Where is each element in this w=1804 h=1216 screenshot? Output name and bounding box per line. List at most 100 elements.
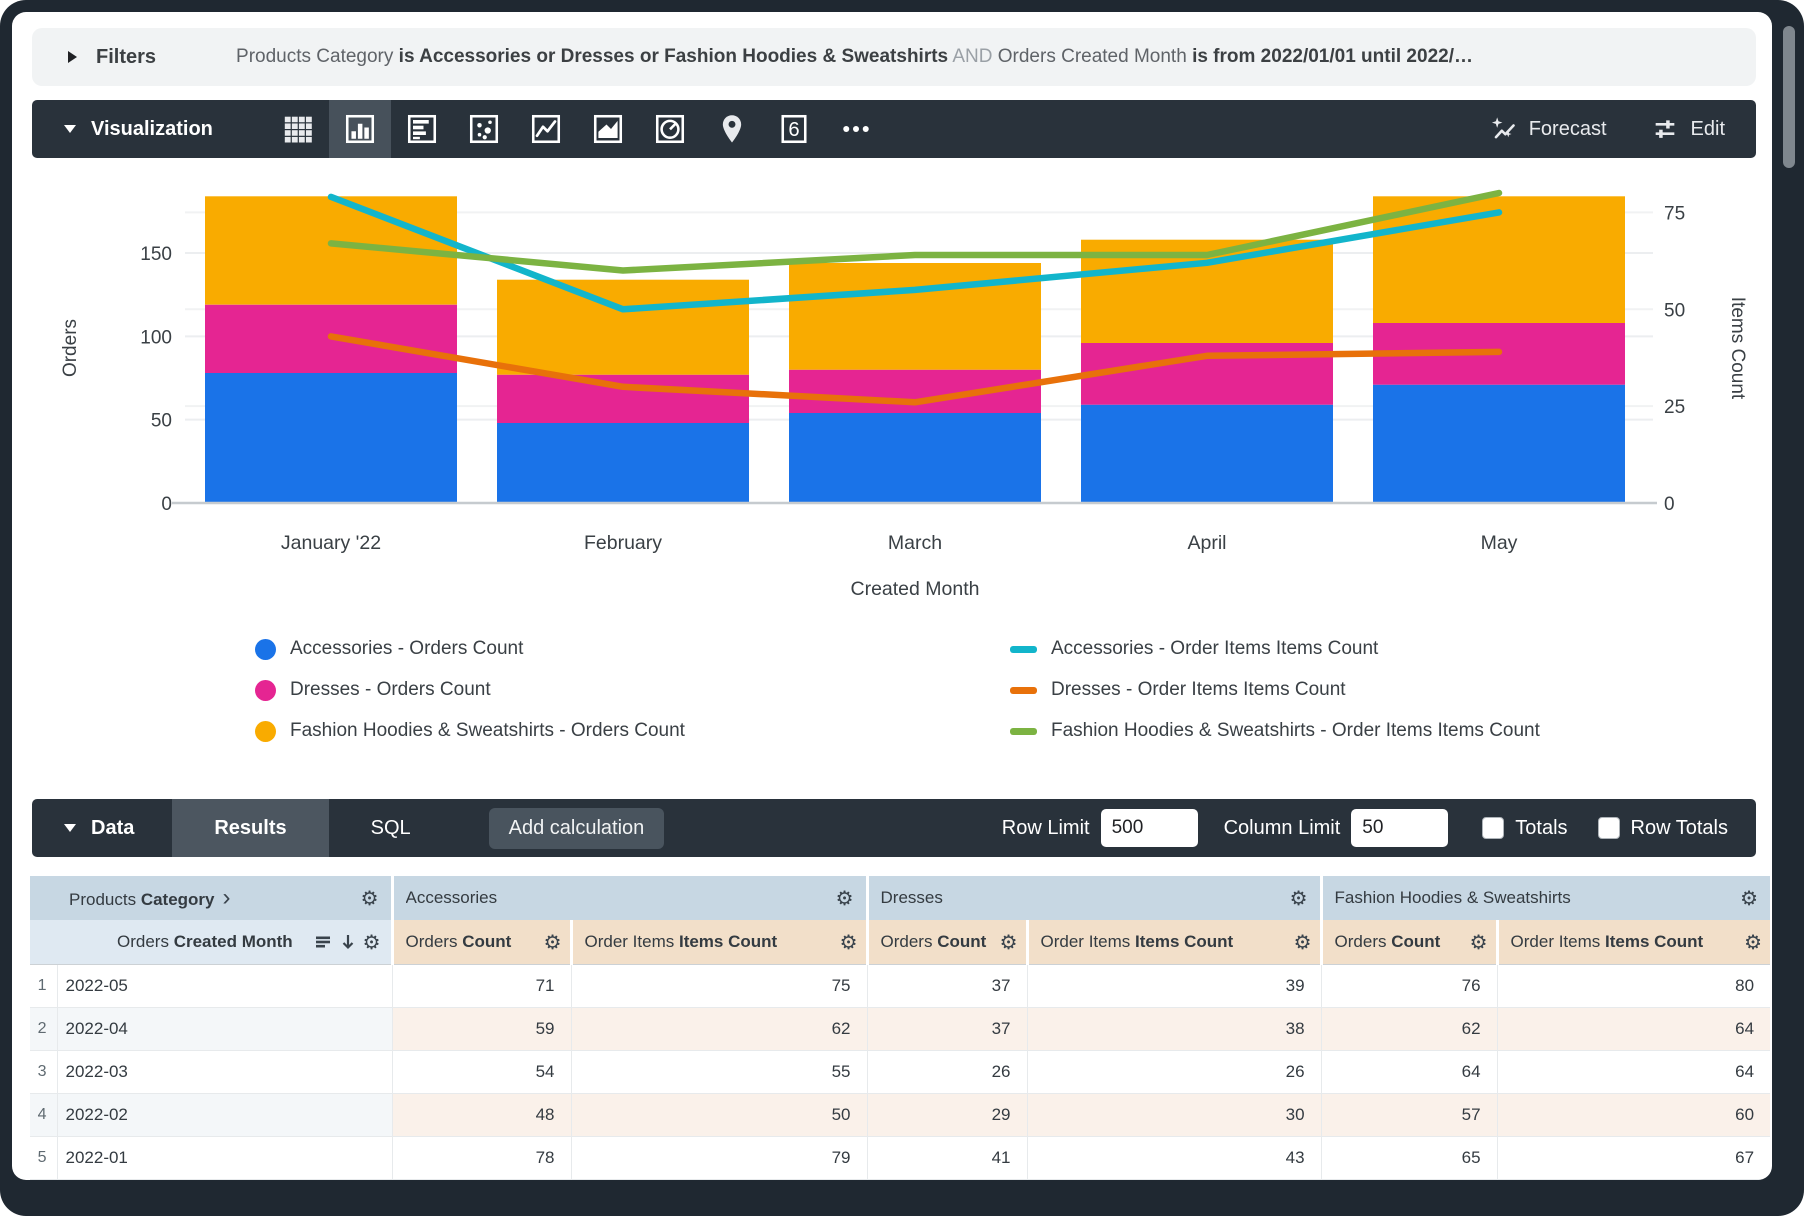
add-calculation-button[interactable]: Add calculation xyxy=(488,807,665,849)
forecast-button[interactable]: Forecast xyxy=(1489,115,1607,143)
header-dresses-orders-count[interactable]: Orders Count ⚙ xyxy=(867,920,1029,965)
gear-icon[interactable]: ⚙ xyxy=(360,886,379,910)
cell-value[interactable]: 48 xyxy=(392,1093,572,1137)
viz-type-table[interactable] xyxy=(267,100,329,158)
edit-label: Edit xyxy=(1690,117,1725,140)
cell-value[interactable]: 26 xyxy=(867,1050,1028,1094)
cell-value[interactable]: 37 xyxy=(867,964,1028,1008)
viz-type-bar-chart[interactable] xyxy=(391,100,453,158)
cell-value[interactable]: 30 xyxy=(1027,1093,1322,1137)
gear-icon[interactable]: ⚙ xyxy=(1289,886,1308,910)
cell-created-month[interactable]: 2022-02 xyxy=(57,1093,393,1137)
cell-value[interactable]: 29 xyxy=(867,1093,1028,1137)
header-fashion-hoodies-sweatshirts-orders-count[interactable]: Orders Count ⚙ xyxy=(1321,920,1499,965)
header-fashion-hoodies-sweatshirts-order-items-items-count[interactable]: Order Items Items Count ⚙ xyxy=(1497,920,1771,965)
gear-icon[interactable]: ⚙ xyxy=(543,930,562,954)
row-limit-input[interactable] xyxy=(1100,809,1198,847)
row-number: 4 xyxy=(30,1093,58,1137)
cell-value[interactable]: 64 xyxy=(1321,1050,1498,1094)
header-dresses-order-items-items-count[interactable]: Order Items Items Count ⚙ xyxy=(1027,920,1323,965)
window-scrollbar-thumb[interactable] xyxy=(1783,26,1795,168)
combo-chart-canvas[interactable]: 0 50 100 150 0 25 50 75 Orders Items Count January… xyxy=(32,162,1756,612)
cell-value[interactable]: 57 xyxy=(1321,1093,1498,1137)
viz-type-scatter-plot[interactable] xyxy=(453,100,515,158)
cell-value[interactable]: 79 xyxy=(571,1136,868,1180)
legend-column: Accessories - Order Items Items Count Dre… xyxy=(1010,638,1540,742)
tab-results[interactable]: Results xyxy=(172,799,329,857)
tab-sql[interactable]: SQL xyxy=(370,816,411,839)
header-group-accessories[interactable]: Accessories ⚙ xyxy=(392,876,869,920)
cell-value[interactable]: 65 xyxy=(1321,1136,1498,1180)
column-limit-input[interactable] xyxy=(1351,809,1449,847)
cell-value[interactable]: 62 xyxy=(571,1007,868,1051)
gear-icon[interactable]: ⚙ xyxy=(362,930,381,954)
viz-type-map-pin[interactable] xyxy=(701,100,763,158)
cell-value[interactable]: 39 xyxy=(1027,964,1322,1008)
cell-value[interactable]: 54 xyxy=(392,1050,572,1094)
cell-value[interactable]: 62 xyxy=(1321,1007,1498,1051)
header-group-fashion-hoodies-sweatshirts[interactable]: Fashion Hoodies & Sweatshirts ⚙ xyxy=(1321,876,1771,920)
collapse-data-icon[interactable] xyxy=(64,824,76,832)
cell-value[interactable]: 64 xyxy=(1497,1050,1771,1094)
cell-created-month[interactable]: 2022-01 xyxy=(57,1136,393,1180)
gear-icon[interactable]: ⚙ xyxy=(835,886,854,910)
gear-icon[interactable]: ⚙ xyxy=(999,930,1018,954)
header-group-dresses[interactable]: Dresses ⚙ xyxy=(867,876,1323,920)
cell-value[interactable]: 38 xyxy=(1027,1007,1322,1051)
row-number: 1 xyxy=(30,964,58,1008)
header-products-category[interactable]: Products Category › ⚙ xyxy=(30,876,394,920)
viz-type-picker: 6 xyxy=(267,100,887,158)
gear-icon[interactable]: ⚙ xyxy=(1293,930,1312,954)
cell-value[interactable]: 59 xyxy=(392,1007,572,1051)
collapse-visualization-icon[interactable] xyxy=(64,125,76,133)
gear-icon[interactable]: ⚙ xyxy=(839,930,858,954)
header-orders-created-month[interactable]: Orders Created Month ⚙ xyxy=(30,920,394,965)
visualization-title: Visualization xyxy=(91,117,213,140)
cell-created-month[interactable]: 2022-03 xyxy=(57,1050,393,1094)
column-limit-label: Column Limit xyxy=(1223,816,1341,839)
gear-icon[interactable]: ⚙ xyxy=(1469,930,1488,954)
cell-value[interactable]: 60 xyxy=(1497,1093,1771,1137)
cell-value[interactable]: 26 xyxy=(1027,1050,1322,1094)
viz-type-single-value[interactable]: 6 xyxy=(763,100,825,158)
cell-value[interactable]: 67 xyxy=(1497,1136,1771,1180)
header-accessories-order-items-items-count[interactable]: Order Items Items Count ⚙ xyxy=(571,920,869,965)
legend-label: Accessories - Order Items Items Count xyxy=(1051,638,1379,659)
cell-value[interactable]: 75 xyxy=(571,964,868,1008)
cell-value[interactable]: 41 xyxy=(867,1136,1028,1180)
cell-value[interactable]: 50 xyxy=(571,1093,868,1137)
svg-text:75: 75 xyxy=(1664,203,1685,224)
expand-filters-icon[interactable] xyxy=(68,51,77,63)
legend-label: Fashion Hoodies & Sweatshirts - Order It… xyxy=(1051,720,1540,741)
cell-value[interactable]: 55 xyxy=(571,1050,868,1094)
expand-dimension-icon[interactable]: › xyxy=(222,886,231,910)
cell-value[interactable]: 78 xyxy=(392,1136,572,1180)
sort-desc-arrow-icon[interactable] xyxy=(340,932,356,952)
viz-type-column-chart[interactable] xyxy=(328,100,391,158)
cell-value[interactable]: 71 xyxy=(392,964,572,1008)
row-number: 2 xyxy=(30,1007,58,1051)
viz-type-area-chart[interactable] xyxy=(577,100,639,158)
edit-button[interactable]: Edit xyxy=(1651,115,1725,143)
legend-item: Accessories - Orders Count xyxy=(255,638,841,660)
gear-icon[interactable]: ⚙ xyxy=(1744,930,1763,954)
row-totals-checkbox[interactable] xyxy=(1597,817,1620,839)
viz-type-line-chart[interactable] xyxy=(515,100,577,158)
cell-created-month[interactable]: 2022-05 xyxy=(57,964,393,1008)
cell-created-month[interactable]: 2022-04 xyxy=(57,1007,393,1051)
cell-value[interactable]: 80 xyxy=(1497,964,1771,1008)
cell-value[interactable]: 43 xyxy=(1027,1136,1322,1180)
legend-item: Fashion Hoodies & Sweatshirts - Order It… xyxy=(1010,720,1540,742)
cell-value[interactable]: 76 xyxy=(1321,964,1498,1008)
header-accessories-orders-count[interactable]: Orders Count ⚙ xyxy=(392,920,573,965)
viz-type-pie-chart[interactable] xyxy=(639,100,701,158)
cell-value[interactable]: 37 xyxy=(867,1007,1028,1051)
gear-icon[interactable]: ⚙ xyxy=(1740,886,1759,910)
viz-type-more-options[interactable] xyxy=(825,100,887,158)
row-number: 5 xyxy=(30,1136,58,1180)
totals-checkbox[interactable] xyxy=(1482,817,1505,839)
filter-summary: Products Category is Accessories or Dres… xyxy=(236,46,1473,68)
table-row: 1 2022-05 71 75 37 39 76 80 xyxy=(30,964,1771,1008)
cell-value[interactable]: 64 xyxy=(1497,1007,1771,1051)
